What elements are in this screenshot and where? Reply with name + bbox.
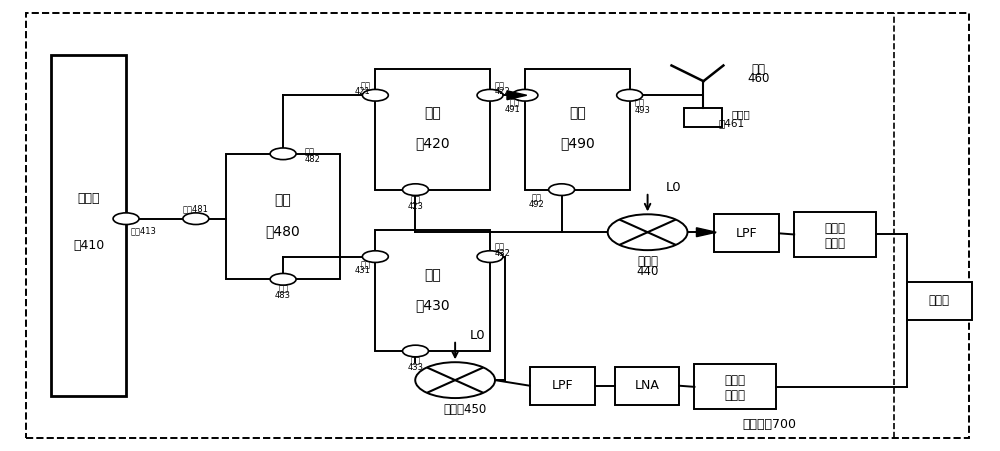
Text: 422: 422 <box>495 87 511 96</box>
Text: 器430: 器430 <box>415 298 450 312</box>
Text: 端口413: 端口413 <box>131 227 157 236</box>
Text: 电力线: 电力线 <box>929 294 950 307</box>
Circle shape <box>477 251 503 262</box>
Text: 器420: 器420 <box>415 137 450 151</box>
Text: 483: 483 <box>275 291 291 300</box>
Text: 馈电端: 馈电端 <box>732 109 751 119</box>
Text: 耦合器: 耦合器 <box>725 389 746 402</box>
Text: 端口: 端口 <box>495 81 505 90</box>
Text: 端口: 端口 <box>410 195 420 204</box>
Text: 493: 493 <box>635 106 650 115</box>
Text: 通信芯: 通信芯 <box>77 192 100 205</box>
Polygon shape <box>507 91 527 100</box>
Circle shape <box>617 89 643 101</box>
Text: 双工: 双工 <box>569 106 586 120</box>
Text: 射频电路700: 射频电路700 <box>742 419 796 432</box>
Circle shape <box>113 213 139 225</box>
Text: 端口: 端口 <box>532 193 542 202</box>
Bar <box>226 154 340 279</box>
Circle shape <box>270 148 296 160</box>
Text: 431: 431 <box>354 267 370 276</box>
Text: 端口: 端口 <box>510 99 520 108</box>
Text: 天线: 天线 <box>751 64 765 77</box>
Bar <box>694 364 776 409</box>
Text: L0: L0 <box>470 329 486 342</box>
Text: 片410: 片410 <box>73 239 104 253</box>
Text: 491: 491 <box>504 105 520 114</box>
Text: 端口: 端口 <box>360 260 370 269</box>
Bar <box>907 281 972 320</box>
Polygon shape <box>696 228 716 237</box>
Bar <box>51 55 126 396</box>
Bar <box>794 212 876 257</box>
Circle shape <box>512 89 538 101</box>
Circle shape <box>183 213 209 225</box>
Text: 电力线: 电力线 <box>725 374 746 387</box>
Text: L0: L0 <box>666 181 681 194</box>
Text: 440: 440 <box>636 265 659 278</box>
Text: 耦合器: 耦合器 <box>825 237 846 250</box>
Text: 电力线: 电力线 <box>825 222 846 235</box>
Text: 器490: 器490 <box>560 137 595 151</box>
Text: 460: 460 <box>747 73 769 85</box>
Bar <box>375 230 490 351</box>
Text: 492: 492 <box>529 200 545 209</box>
Circle shape <box>549 184 575 195</box>
Bar <box>684 108 722 127</box>
Text: 端口: 端口 <box>410 356 420 365</box>
Text: 432: 432 <box>495 249 511 258</box>
Circle shape <box>403 345 428 357</box>
Text: LNA: LNA <box>635 379 660 392</box>
Text: 功分: 功分 <box>424 106 441 120</box>
Text: LPF: LPF <box>736 227 758 240</box>
Text: 端口: 端口 <box>278 285 288 294</box>
Text: 混频器450: 混频器450 <box>443 403 487 416</box>
Text: 端口: 端口 <box>360 81 370 90</box>
Text: 端口: 端口 <box>305 147 315 156</box>
Text: 器480: 器480 <box>266 225 300 239</box>
Text: 421: 421 <box>355 87 370 96</box>
Text: 端口481: 端口481 <box>183 204 209 213</box>
Bar <box>525 69 630 189</box>
Text: 双工: 双工 <box>275 193 291 207</box>
Circle shape <box>362 251 388 262</box>
Bar <box>714 214 779 253</box>
Text: 423: 423 <box>408 202 423 211</box>
Circle shape <box>477 89 503 101</box>
Circle shape <box>608 214 687 250</box>
Circle shape <box>415 362 495 398</box>
Text: 端口: 端口 <box>495 242 505 251</box>
Text: 混频器: 混频器 <box>637 255 658 268</box>
Circle shape <box>270 273 296 285</box>
Text: LPF: LPF <box>552 379 573 392</box>
Text: 433: 433 <box>407 363 423 372</box>
Bar <box>530 367 595 405</box>
Circle shape <box>403 184 428 195</box>
Bar <box>615 367 679 405</box>
Bar <box>375 69 490 189</box>
Circle shape <box>362 89 388 101</box>
Text: 口461: 口461 <box>718 118 744 128</box>
Text: 端口: 端口 <box>635 99 645 108</box>
Text: 482: 482 <box>305 155 321 164</box>
Text: 功分: 功分 <box>424 268 441 282</box>
